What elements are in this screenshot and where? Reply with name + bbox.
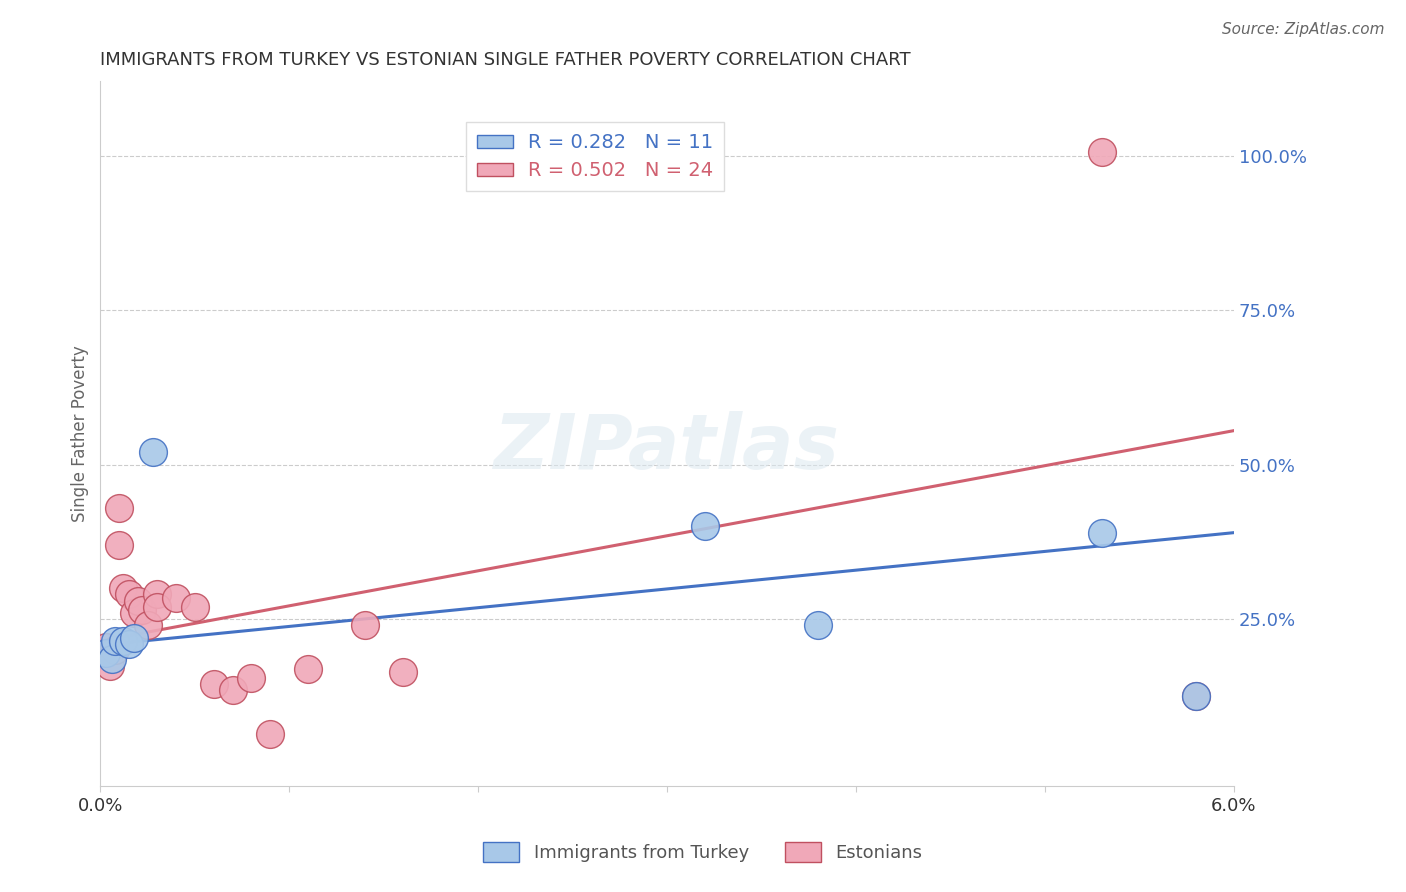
Text: ZIPatlas: ZIPatlas [494,411,839,485]
Legend: Immigrants from Turkey, Estonians: Immigrants from Turkey, Estonians [477,834,929,870]
Point [111,633,134,648]
Point [94,640,117,654]
Point [94,646,117,660]
Point [146,587,169,601]
Point [124,631,146,645]
Point [104,643,127,657]
Point [184,599,207,614]
Point [131,603,153,617]
Point [146,599,169,614]
Y-axis label: Single Father Poverty: Single Father Poverty [72,345,89,522]
Point [136,618,159,632]
Point [1185,690,1208,704]
Point [165,591,187,605]
Point [1090,525,1112,540]
Point [202,677,225,691]
Point [118,587,141,601]
Point [391,665,413,679]
Point [111,582,134,596]
Point [142,445,165,459]
Legend: R = 0.282   N = 11, R = 0.502   N = 24: R = 0.282 N = 11, R = 0.502 N = 24 [467,122,724,191]
Point [1185,690,1208,704]
Point [259,726,281,740]
Point [221,683,243,698]
Point [118,637,141,651]
Point [353,618,375,632]
Point [104,633,127,648]
Point [127,593,149,607]
Point [807,618,830,632]
Point [100,652,122,666]
Point [297,662,319,676]
Point [108,500,131,515]
Text: Source: ZipAtlas.com: Source: ZipAtlas.com [1222,22,1385,37]
Point [98,658,121,673]
Text: IMMIGRANTS FROM TURKEY VS ESTONIAN SINGLE FATHER POVERTY CORRELATION CHART: IMMIGRANTS FROM TURKEY VS ESTONIAN SINGL… [100,51,911,69]
Point [124,606,146,620]
Point [108,538,131,552]
Point [240,671,263,685]
Point [693,519,716,533]
Point [1090,145,1112,160]
